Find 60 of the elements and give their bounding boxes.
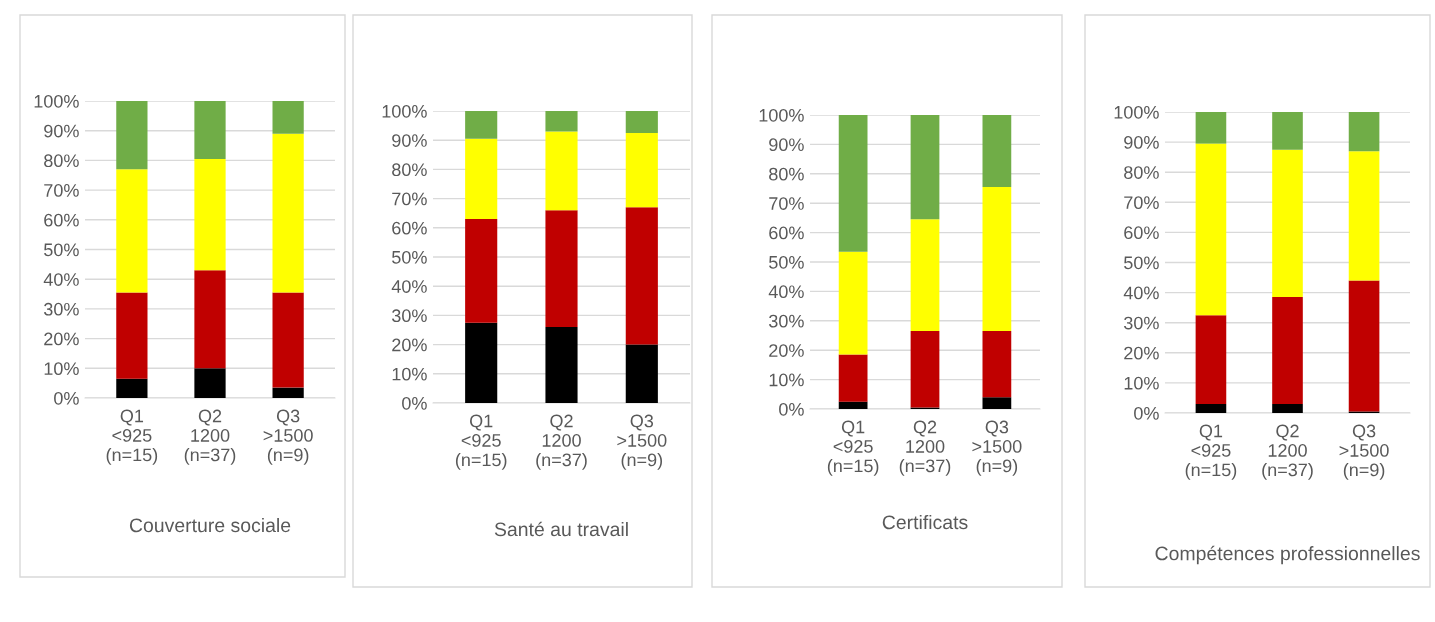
y-tick-label: 10% (392, 367, 427, 381)
text: Certificats (882, 514, 968, 530)
x-tick-label: Q3 >1500 (n=9) (972, 420, 1022, 476)
y-tick-label: 100% (382, 104, 427, 118)
y-tick-label: 0% (402, 396, 427, 410)
y-tick-label: 50% (392, 250, 427, 264)
y-tick-label: 100% (759, 108, 804, 122)
x-tick-label: Q2 1200 (n=37) (1262, 424, 1313, 480)
y-tick-label: 10% (44, 362, 79, 376)
y-tick-label: 70% (1124, 196, 1159, 210)
y-tick-label: 90% (769, 138, 804, 152)
y-tick-label: 40% (768, 285, 804, 299)
x-tick-label: Q2 1200 (n=37) (536, 414, 587, 470)
x-tick-label: Q3 >1500 (n=9) (263, 409, 313, 465)
y-tick-label: 50% (769, 255, 804, 269)
y-tick-label: 30% (392, 309, 427, 323)
y-tick-label: 100% (1114, 105, 1159, 119)
y-tick-label: 20% (769, 344, 804, 357)
y-tick-label: 80% (1124, 166, 1159, 179)
x-tick-label: Q1 <925 (n=15) (1185, 424, 1237, 480)
y-tick-label: 60% (392, 221, 427, 235)
y-tick-label: 70% (392, 192, 427, 206)
y-tick-label: 30% (1124, 316, 1159, 330)
y-tick-label: 80% (392, 163, 427, 177)
y-tick-label: 30% (44, 302, 79, 316)
y-tick-label: 80% (44, 154, 79, 168)
y-tick-label: 50% (1124, 256, 1159, 270)
y-tick-label: 40% (43, 273, 79, 286)
y-tick-label: 70% (769, 197, 804, 210)
y-tick-label: 20% (1124, 346, 1159, 360)
x-tick-label: Q3 >1500 (n=9) (617, 414, 667, 470)
y-tick-label: 90% (392, 134, 427, 147)
y-tick-label: 30% (769, 314, 804, 328)
y-tick-label: 0% (1134, 406, 1159, 420)
text: Couverture sociale (129, 517, 291, 533)
x-tick-label: Q1 <925 (n=15) (827, 420, 879, 476)
y-tick-label: 60% (1124, 226, 1159, 240)
y-tick-label: 100% (34, 94, 79, 108)
y-tick-label: 0% (54, 391, 79, 405)
x-tick-label: Q1 <925 (n=15) (106, 409, 158, 465)
y-tick-label: 60% (44, 213, 79, 227)
y-tick-label: 80% (769, 167, 804, 181)
y-tick-label: 0% (779, 402, 804, 416)
y-tick-label: 50% (44, 243, 79, 257)
y-tick-label: 10% (1124, 376, 1159, 390)
y-tick-label: 40% (391, 280, 427, 293)
x-tick-label: Q3 >1500 (n=9) (1339, 424, 1389, 480)
x-tick-label: Q2 1200 (n=37) (899, 420, 951, 476)
text: Santé au travail (494, 521, 628, 537)
y-tick-label: 90% (44, 124, 79, 138)
y-tick-label: 60% (769, 226, 804, 240)
y-tick-label: 90% (1124, 136, 1159, 149)
y-tick-label: 20% (44, 332, 79, 346)
y-tick-label: 70% (44, 184, 79, 197)
text: Compétences professionnelles (1155, 545, 1420, 565)
y-tick-label: 40% (1123, 286, 1159, 300)
y-tick-label: 20% (392, 338, 427, 352)
x-tick-label: Q1 <925 (n=15) (455, 414, 507, 470)
y-tick-label: 10% (769, 373, 804, 387)
x-tick-label: Q2 1200 (n=37) (184, 409, 236, 465)
